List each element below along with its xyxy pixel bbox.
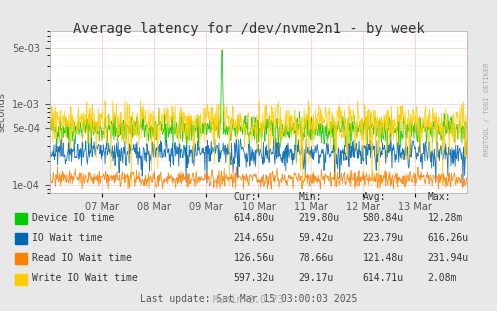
Text: 214.65u: 214.65u bbox=[234, 233, 275, 243]
Text: Avg:: Avg: bbox=[363, 193, 386, 202]
Text: Munin 2.0.73: Munin 2.0.73 bbox=[213, 295, 284, 305]
Text: 121.48u: 121.48u bbox=[363, 253, 404, 263]
Y-axis label: seconds: seconds bbox=[0, 92, 6, 132]
Text: IO Wait time: IO Wait time bbox=[32, 233, 103, 243]
Text: 614.80u: 614.80u bbox=[234, 213, 275, 223]
Text: Read IO Wait time: Read IO Wait time bbox=[32, 253, 132, 263]
Text: Last update: Sat Mar 15 03:00:03 2025: Last update: Sat Mar 15 03:00:03 2025 bbox=[140, 294, 357, 304]
Text: 597.32u: 597.32u bbox=[234, 273, 275, 283]
Text: Min:: Min: bbox=[298, 193, 322, 202]
Text: 12.28m: 12.28m bbox=[427, 213, 463, 223]
Text: 78.66u: 78.66u bbox=[298, 253, 333, 263]
Text: Write IO Wait time: Write IO Wait time bbox=[32, 273, 138, 283]
Text: 59.42u: 59.42u bbox=[298, 233, 333, 243]
Text: 2.08m: 2.08m bbox=[427, 273, 457, 283]
Text: Max:: Max: bbox=[427, 193, 451, 202]
Text: Device IO time: Device IO time bbox=[32, 213, 114, 223]
Text: 231.94u: 231.94u bbox=[427, 253, 469, 263]
Text: 223.79u: 223.79u bbox=[363, 233, 404, 243]
Text: 580.84u: 580.84u bbox=[363, 213, 404, 223]
Text: RRDTOOL / TOBI OETIKER: RRDTOOL / TOBI OETIKER bbox=[484, 62, 490, 156]
Text: Average latency for /dev/nvme2n1 - by week: Average latency for /dev/nvme2n1 - by we… bbox=[73, 22, 424, 36]
Text: 616.26u: 616.26u bbox=[427, 233, 469, 243]
Text: Cur:: Cur: bbox=[234, 193, 257, 202]
Text: 29.17u: 29.17u bbox=[298, 273, 333, 283]
Text: 614.71u: 614.71u bbox=[363, 273, 404, 283]
Text: 126.56u: 126.56u bbox=[234, 253, 275, 263]
Text: 219.80u: 219.80u bbox=[298, 213, 339, 223]
